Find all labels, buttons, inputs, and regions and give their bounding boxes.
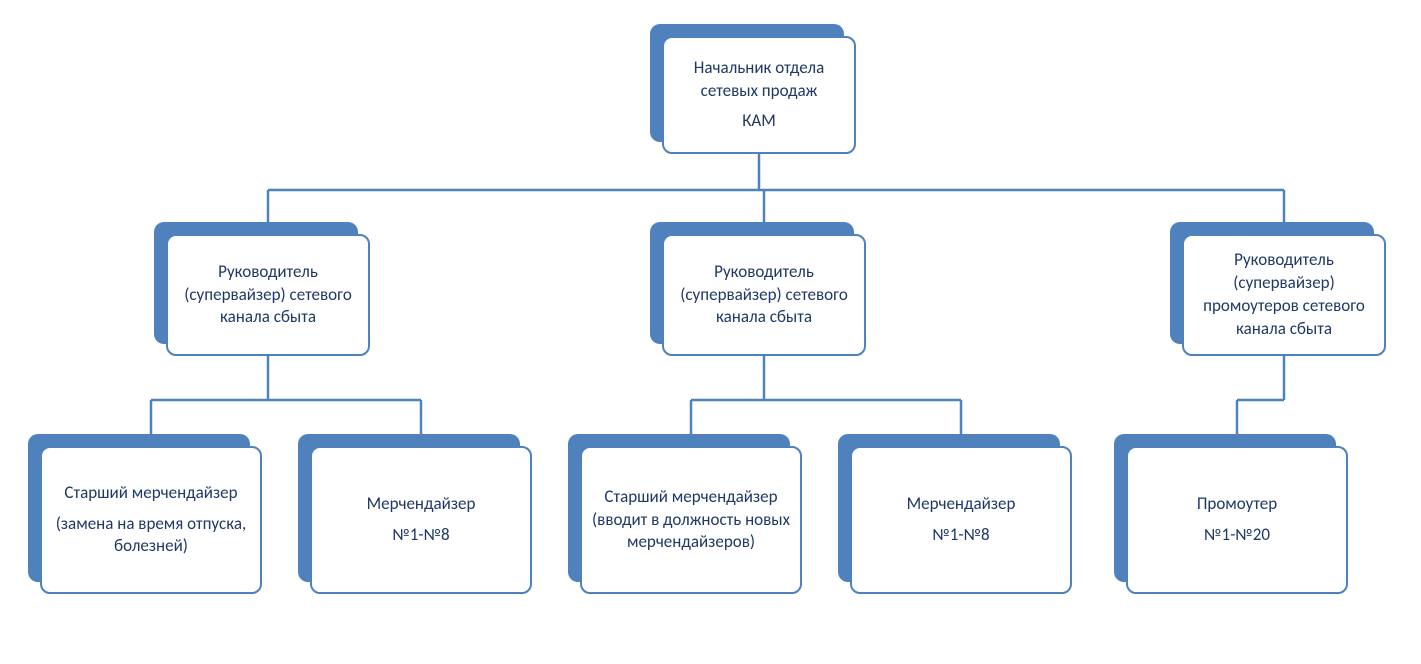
node-root-line1: Начальник отдела сетевых продаж (674, 57, 844, 103)
node-leaf2-line1: Мерчендайзер (367, 493, 476, 516)
node-leaf1-line2: (замена на время отпуска, болезней) (52, 513, 250, 559)
node-leaf4-line2: №1-№8 (932, 524, 989, 547)
node-leaf4-line1: Мерчендайзер (907, 493, 1016, 516)
node-leaf5-line2: №1-№20 (1204, 524, 1270, 547)
node-sup3-text: Руководитель (супервайзер) промоутеров с… (1194, 249, 1374, 341)
node-root-line2: КАМ (742, 110, 776, 133)
node-sup2-text: Руководитель (супервайзер) сетевого кана… (674, 261, 854, 330)
node-leaf1-line1: Старший мерчендайзер (64, 482, 237, 505)
node-leaf2-line2: №1-№8 (392, 524, 449, 547)
node-leaf3-text: Старший мерчендайзер (вводит в должность… (592, 486, 790, 555)
node-sup1-text: Руководитель (супервайзер) сетевого кана… (178, 261, 358, 330)
node-leaf5-line1: Промоутер (1197, 493, 1277, 516)
